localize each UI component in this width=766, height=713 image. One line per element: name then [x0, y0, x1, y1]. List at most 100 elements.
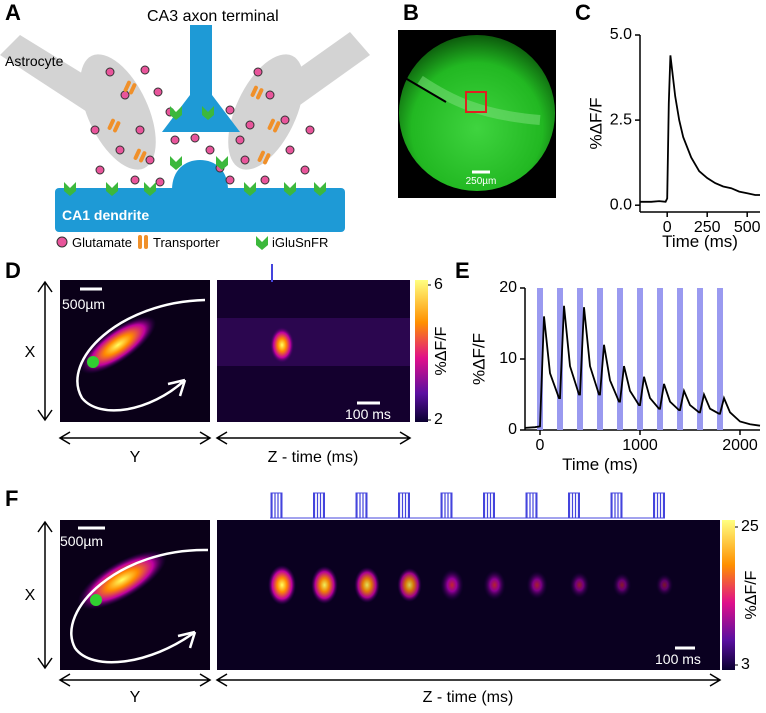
transporter — [267, 118, 275, 130]
stimulus-bar — [537, 288, 543, 430]
glutamate — [155, 177, 165, 187]
glutamate — [265, 90, 275, 100]
stimulus-box — [440, 492, 453, 519]
glutamate — [240, 155, 250, 165]
stimulus-bar — [677, 288, 683, 430]
activity-blob — [77, 550, 167, 610]
transporter — [250, 85, 258, 97]
panel-d-labels: 500µm 100 ms X Y Z - time (ms) %ΔF/F — [25, 280, 450, 466]
glutamate — [305, 125, 315, 135]
axon — [190, 25, 212, 100]
axis-arrow — [215, 431, 412, 445]
legend-text: Glutamate — [72, 235, 132, 250]
receptor — [202, 106, 214, 120]
scale-bar-label: 250µm — [466, 176, 497, 187]
panel-f-labels: 500µm 100 ms X Y Z - time (ms) %ΔF/F — [25, 520, 760, 706]
data-line — [524, 305, 761, 429]
astrocyte — [80, 54, 156, 170]
arrow — [70, 548, 209, 664]
synapse-diagram: CA3 axon terminal Astrocyte CA1 dendrite… — [0, 8, 370, 250]
activity-blob — [354, 567, 380, 603]
y-tick-label: 20 — [499, 279, 517, 296]
activity-blob — [526, 571, 548, 599]
panel-label: F — [5, 486, 18, 511]
y-tick-label: 10 — [499, 350, 517, 367]
colorbar — [415, 280, 428, 422]
axis-arrow — [37, 520, 53, 670]
panel-label: B — [403, 0, 419, 25]
transporter — [133, 148, 141, 160]
transporter — [263, 153, 271, 165]
legend-text: iGluSnFR — [272, 235, 328, 250]
axis-label: Y — [130, 689, 141, 706]
panel-label: C — [575, 0, 591, 25]
x-axis-label: Time (ms) — [662, 232, 738, 251]
stimulus-box — [355, 492, 368, 519]
scale-bar-label: 100 ms — [655, 651, 701, 667]
transporter — [113, 121, 121, 133]
transporter — [256, 88, 264, 100]
colorbar-tick-label: 2 — [434, 411, 443, 428]
spine — [172, 160, 228, 190]
glutamate — [260, 175, 270, 185]
axis-label: Z - time (ms) — [423, 689, 514, 706]
stimulus-bar — [597, 288, 603, 430]
electrode-spot — [87, 356, 99, 368]
receptor — [314, 182, 326, 196]
astrocyte-label: Astrocyte — [5, 53, 64, 69]
glutamate — [190, 133, 200, 143]
glutamate — [135, 125, 145, 135]
activity-blob — [483, 570, 506, 600]
stimulus-box — [610, 492, 623, 519]
activity-blob — [569, 572, 590, 598]
colorbar-tick-label: 25 — [741, 518, 759, 535]
receptor — [216, 156, 228, 170]
receptor — [244, 182, 256, 196]
scale-bar-label: 500µm — [62, 296, 105, 312]
glutamate — [145, 155, 155, 165]
panel-label: A — [5, 0, 21, 25]
activity-blob — [311, 566, 338, 604]
transporter — [107, 118, 115, 130]
scale-bar-label: 100 ms — [345, 406, 391, 422]
glutamate — [95, 165, 105, 175]
axis-arrow — [215, 673, 722, 687]
stimulus-box — [568, 492, 580, 519]
x-tick-label: 0 — [663, 219, 672, 236]
stimulus-box — [398, 492, 410, 519]
axis-arrow — [58, 431, 212, 445]
legend-glutamate — [56, 236, 68, 248]
glutamate-dots — [90, 65, 315, 187]
transporter — [257, 150, 265, 162]
axis-arrow — [58, 673, 212, 687]
glutamate — [153, 87, 163, 97]
y-axis-label: %ΔF/F — [469, 333, 488, 385]
transporter — [139, 151, 147, 163]
x-axis-label: Time (ms) — [562, 455, 638, 474]
receptor — [64, 182, 76, 196]
stimulus-bar — [697, 288, 703, 430]
axon-label: CA3 axon terminal — [147, 8, 279, 25]
y-tick-label: 2.5 — [610, 111, 632, 128]
x-tick-label: 0 — [536, 437, 545, 454]
activity-blob — [612, 573, 632, 597]
receptors — [64, 106, 326, 196]
x-tick-label: 1000 — [622, 437, 658, 454]
y-tick-label: 0 — [508, 421, 517, 438]
activity-blob — [270, 327, 294, 363]
colorbar-label: %ΔF/F — [743, 570, 760, 619]
y-tick-label: 5.0 — [610, 26, 632, 43]
glutamate — [170, 135, 180, 145]
panel-label: D — [5, 258, 21, 283]
stimulus-bar — [717, 288, 723, 430]
y-axis-label: %ΔF/F — [586, 98, 605, 150]
arrow — [76, 298, 206, 412]
glutamate — [245, 120, 255, 130]
glutamate — [300, 165, 310, 175]
stimulus-box — [483, 492, 495, 519]
stimulus-box — [270, 492, 283, 519]
stimulus-bar — [657, 288, 663, 430]
activity-blob — [80, 316, 156, 374]
activity-blob — [655, 574, 674, 596]
